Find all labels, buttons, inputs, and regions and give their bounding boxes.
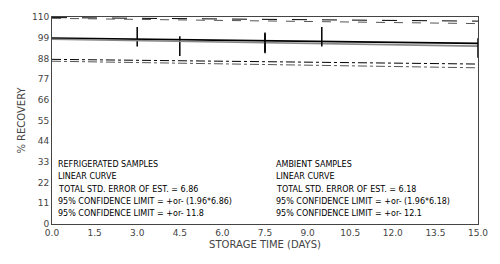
svg-text:95% CONFIDENCE LIMIT = +or- (1: 95% CONFIDENCE LIMIT = +or- (1.96*6.86) [58,197,232,206]
svg-text:99: 99 [38,33,50,43]
svg-text:22: 22 [38,178,49,188]
svg-text:6.0: 6.0 [215,228,230,238]
svg-text:TOTAL STD. ERROR OF EST. = 6.1: TOTAL STD. ERROR OF EST. = 6.18 [276,185,416,194]
svg-text:33: 33 [38,157,49,167]
svg-text:% RECOVERY: % RECOVERY [16,87,27,154]
svg-text:9.0: 9.0 [300,228,315,238]
svg-text:13.5: 13.5 [425,228,445,238]
svg-text:110: 110 [32,12,49,22]
svg-text:15.0: 15.0 [468,228,488,238]
svg-text:10.5: 10.5 [340,228,360,238]
svg-text:1.5: 1.5 [87,228,101,238]
svg-text:0: 0 [43,219,49,229]
svg-text:0.0: 0.0 [45,228,60,238]
svg-text:TOTAL STD. ERROR OF EST. = 6.8: TOTAL STD. ERROR OF EST. = 6.86 [58,185,198,194]
svg-text:55: 55 [38,116,49,126]
svg-text:3.0: 3.0 [130,228,145,238]
svg-text:95% CONFIDENCE LIMIT = +or- 12: 95% CONFIDENCE LIMIT = +or- 12.1 [276,209,422,218]
svg-text:11: 11 [38,198,49,208]
svg-text:STORAGE TIME (DAYS): STORAGE TIME (DAYS) [209,239,321,250]
svg-text:REFRIGERATED SAMPLES: REFRIGERATED SAMPLES [58,160,158,169]
svg-text:12.0: 12.0 [383,228,403,238]
svg-text:95% CONFIDENCE LIMIT = +or- 11: 95% CONFIDENCE LIMIT = +or- 11.8 [58,209,204,218]
svg-text:66: 66 [38,95,50,105]
svg-text:77: 77 [38,74,49,84]
svg-text:LINEAR CURVE: LINEAR CURVE [58,172,117,181]
svg-text:7.5: 7.5 [258,228,272,238]
svg-text:88: 88 [38,54,50,64]
svg-text:95% CONFIDENCE LIMIT = +or- (1: 95% CONFIDENCE LIMIT = +or- (1.96*6.18) [276,197,450,206]
svg-text:44: 44 [38,136,50,146]
svg-text:AMBIENT SAMPLES: AMBIENT SAMPLES [276,160,352,169]
svg-text:LINEAR CURVE: LINEAR CURVE [276,172,335,181]
svg-text:4.5: 4.5 [173,228,187,238]
